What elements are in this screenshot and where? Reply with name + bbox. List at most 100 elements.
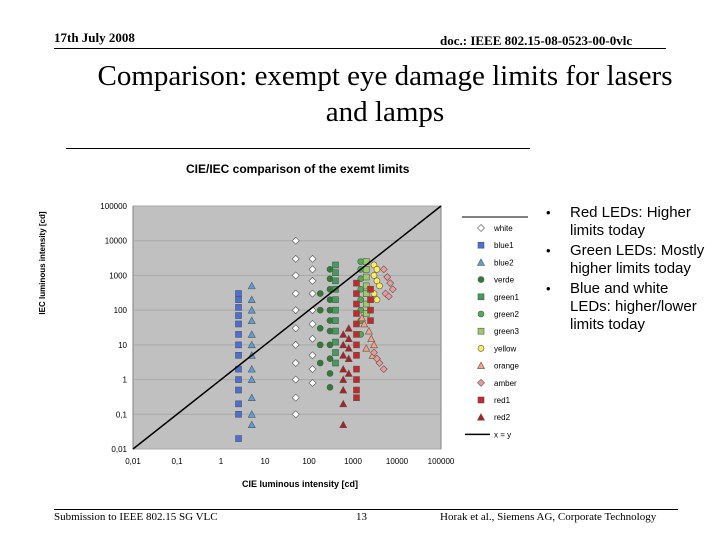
legend-label: white: [493, 224, 513, 233]
bullet-text: Blue and white LEDs: higher/lower limits…: [570, 280, 697, 333]
data-point-red2: [344, 334, 353, 343]
data-point-green3: [362, 300, 370, 308]
data-point-blue2: [247, 420, 256, 429]
data-point-red2: [339, 340, 348, 349]
data-point-blue1: [235, 312, 242, 319]
series-line-x-eq-y: [132, 205, 442, 450]
data-point-amber: [386, 279, 395, 288]
data-point-green1: [332, 277, 339, 285]
data-point-blue2: [247, 340, 256, 349]
footer-page-number: 13: [356, 511, 367, 523]
legend-label: x = y: [494, 430, 511, 439]
data-point-red1: [353, 331, 360, 338]
data-point-green1: [332, 269, 339, 276]
footer-submission: Submission to IEEE 802.15 SG VLC: [54, 511, 218, 523]
data-point-red1: [353, 341, 360, 349]
data-point-green3: [362, 310, 370, 317]
data-point-red1: [353, 310, 360, 317]
x-tick-label: 10000: [386, 457, 409, 466]
data-point-white: [291, 324, 300, 333]
data-point-green1: [332, 349, 339, 356]
data-point-blue1: [235, 331, 242, 338]
data-point-red2: [339, 420, 348, 429]
x-tick-label: 0,01: [125, 457, 141, 466]
legend-label: green1: [494, 293, 519, 302]
bullet-list: • Red LEDs: Higher limits today • Green LE…: [540, 204, 710, 336]
data-point-blue1: [235, 320, 242, 328]
data-point-red1: [367, 306, 374, 314]
data-point-verde: [326, 370, 334, 377]
slide-title: Comparison: exempt eye damage limits for…: [97, 60, 673, 128]
data-point-blue2: [247, 375, 256, 383]
data-point-amber: [379, 365, 388, 374]
bullet-dot-icon: •: [546, 205, 551, 220]
legend-marker-green1: [477, 293, 485, 301]
chart-title: CIE/IEC comparison of the exemt limits: [186, 162, 410, 176]
data-point-white: [291, 254, 300, 263]
data-point-red1: [353, 290, 360, 297]
data-point-red1: [353, 279, 360, 287]
data-point-white: [291, 306, 300, 315]
bullet-text: Green LEDs: Mostly higher limits today: [570, 242, 705, 277]
bullet-item: • Green LEDs: Mostly higher limits today: [540, 242, 710, 278]
data-point-white: [308, 379, 317, 387]
legend-marker-red1: [477, 396, 485, 404]
data-point-green1: [332, 327, 339, 335]
data-point-verde: [326, 317, 334, 324]
data-point-white: [291, 289, 300, 298]
data-point-verde: [326, 383, 334, 391]
legend-label: verde: [494, 276, 515, 285]
data-point-blue1: [235, 304, 242, 311]
legend-label: orange: [494, 362, 519, 371]
data-point-blue1: [235, 435, 242, 442]
data-point-verde: [326, 341, 334, 349]
bullet-text: Red LEDs: Higher limits today: [570, 204, 691, 239]
data-point-amber: [379, 265, 388, 274]
data-point-blue2: [247, 364, 256, 373]
data-point-verde: [326, 275, 334, 283]
data-point-white: [291, 271, 300, 280]
data-point-red2: [339, 364, 348, 373]
title-underline: [66, 148, 530, 149]
data-point-red1: [353, 320, 360, 328]
data-point-white: [308, 254, 317, 263]
data-point-red2: [339, 375, 348, 383]
data-point-orange: [367, 334, 376, 343]
data-point-blue2: [247, 281, 256, 290]
legend-label: blue2: [494, 258, 514, 267]
data-point-blue1: [235, 296, 242, 303]
legend-marker-red2: [476, 413, 486, 421]
data-point-red2: [344, 324, 353, 332]
data-point-white: [308, 289, 317, 298]
y-tick-label: 0,1: [116, 410, 128, 419]
data-point-blue1: [235, 400, 242, 408]
x-tick-label: 100: [302, 457, 316, 466]
data-point-amber: [370, 348, 378, 357]
data-point-blue2: [247, 410, 256, 418]
data-point-amber: [388, 285, 397, 294]
data-point-yellow: [373, 296, 381, 303]
data-point-amber: [373, 354, 381, 363]
data-point-white: [308, 265, 317, 274]
data-point-green3: [362, 282, 370, 290]
data-point-red1: [353, 300, 360, 308]
data-point-amber: [384, 292, 393, 301]
data-point-white: [291, 359, 300, 367]
data-point-verde: [316, 359, 324, 367]
data-point-verde: [316, 341, 324, 349]
data-point-verde: [316, 306, 324, 314]
data-point-red2: [344, 354, 353, 362]
footer-authors: Horak et al., Siemens AG, Corporate Tech…: [440, 511, 657, 523]
data-point-yellow: [376, 282, 383, 290]
data-point-red2: [344, 369, 353, 377]
legend-label: yellow: [494, 344, 516, 353]
data-point-white: [308, 351, 317, 360]
data-point-white: [308, 334, 317, 343]
x-tick-label: 1: [219, 457, 224, 466]
legend-label: red1: [494, 396, 511, 405]
data-point-blue1: [235, 376, 242, 383]
data-point-verde: [326, 355, 334, 362]
x-tick-label: 100000: [428, 457, 455, 466]
data-point-green1: [332, 338, 339, 346]
